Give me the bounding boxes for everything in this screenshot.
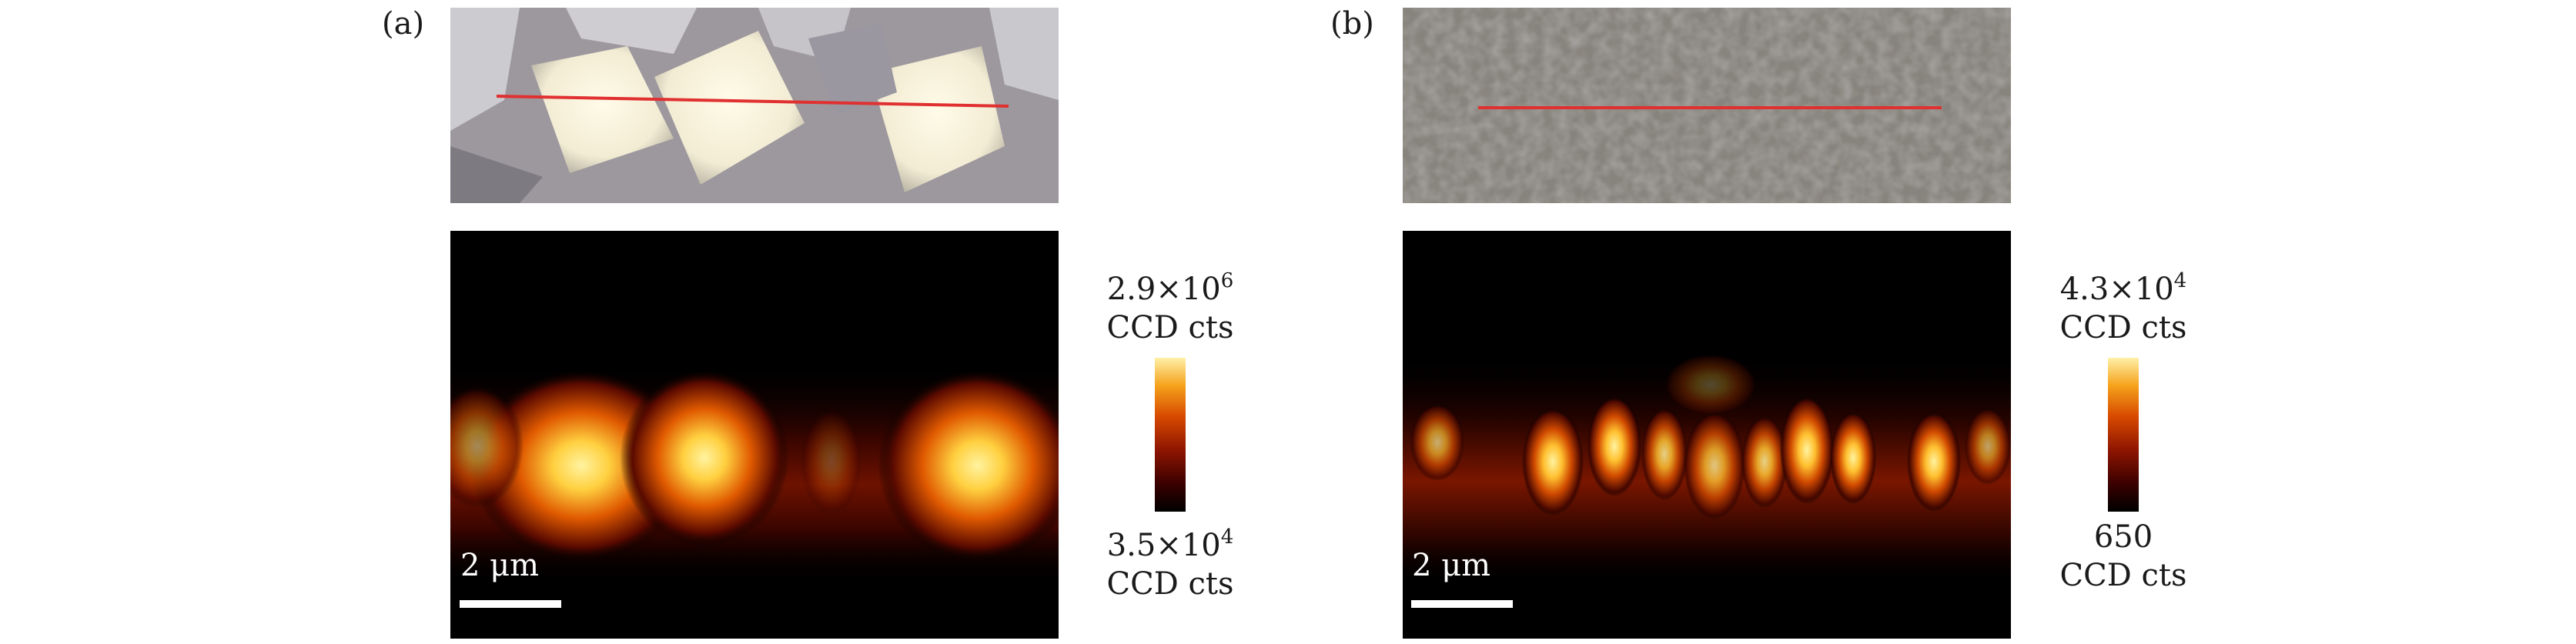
scale-bar-a bbox=[460, 600, 561, 608]
colorbar-max-mantissa-a: 2.9 bbox=[1106, 272, 1156, 307]
colorbar-b bbox=[2108, 358, 2139, 512]
colorbar-max-label-a: 2.9×106 CCD cts bbox=[1070, 262, 1270, 347]
heatmap-b bbox=[1403, 231, 2011, 639]
scale-bar-b bbox=[1411, 600, 1513, 608]
colorbar-unit-top-b: CCD cts bbox=[2059, 310, 2187, 345]
times-sign-a: ×10 bbox=[1156, 272, 1221, 307]
times-sign-b: ×10 bbox=[2109, 272, 2174, 307]
optical-image-a bbox=[450, 8, 1059, 203]
colorbar-max-mantissa-b: 4.3 bbox=[2059, 272, 2109, 307]
panel-label-b: (b) bbox=[1330, 6, 1374, 42]
colorbar-max-label-b: 4.3×104 CCD cts bbox=[2023, 262, 2223, 347]
colorbar-a bbox=[1155, 358, 1186, 512]
heatmap-a bbox=[450, 231, 1059, 639]
colorbar-unit-top-a: CCD cts bbox=[1106, 310, 1234, 345]
scale-bar-label-a: 2 μm bbox=[460, 548, 540, 583]
optical-image-b bbox=[1403, 8, 2011, 203]
colorbar-min-label-a: 3.5×104 CCD cts bbox=[1070, 518, 1270, 603]
times-sign-a2: ×10 bbox=[1156, 528, 1221, 563]
scale-bar-label-b: 2 μm bbox=[1412, 548, 1491, 583]
colorbar-max-exp-a: 6 bbox=[1220, 269, 1234, 292]
colorbar-max-exp-b: 4 bbox=[2173, 269, 2187, 292]
colorbar-min-label-b: 650 CCD cts bbox=[2023, 518, 2223, 595]
panel-label-a: (a) bbox=[382, 6, 425, 42]
colorbar-min-value-b: 650 bbox=[2093, 519, 2153, 555]
colorbar-unit-bottom-b: CCD cts bbox=[2059, 558, 2187, 593]
colorbar-min-exp-a: 4 bbox=[1220, 526, 1234, 549]
colorbar-unit-bottom-a: CCD cts bbox=[1106, 566, 1234, 602]
scan-line-a bbox=[496, 95, 1009, 108]
colorbar-min-mantissa-a: 3.5 bbox=[1106, 528, 1156, 563]
